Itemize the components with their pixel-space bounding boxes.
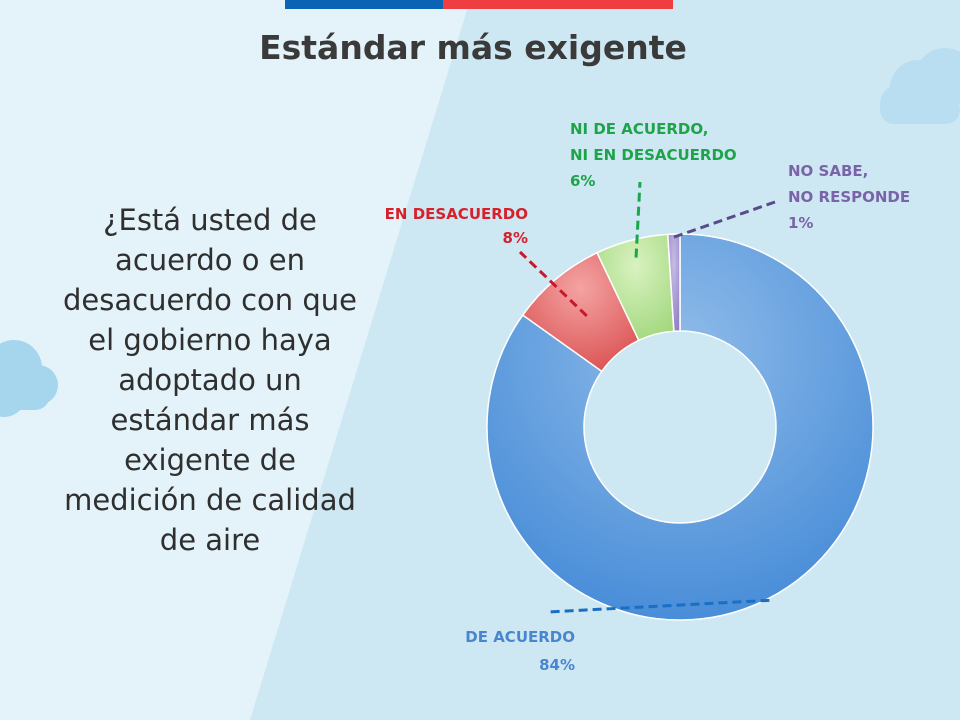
leader-line-en-desacuerdo <box>518 250 588 318</box>
value-label: 6% <box>570 172 595 190</box>
value-label: 8% <box>503 229 528 247</box>
category-label: NI EN DESACUERDO <box>570 146 737 164</box>
slice-no-sabe-no-responde <box>666 233 681 332</box>
category-label: NO RESPONDE <box>788 188 910 206</box>
leader-line-ni-de-acuerdo-ni-en-desacuerdo <box>634 181 642 258</box>
category-label: NO SABE, <box>788 162 868 180</box>
leader-line-de-acuerdo <box>547 598 770 614</box>
cloud-left-decoration <box>0 340 58 417</box>
donut-chart <box>486 233 874 621</box>
slide-title: Estándar más exigente <box>259 28 687 67</box>
slice-labels: DE ACUERDO 84% EN DESACUERDO 8% NI DE ACUERD… <box>385 120 910 674</box>
slice-de-acuerdo <box>486 233 874 621</box>
leader-line-no-sabe-no-responde <box>673 200 776 239</box>
flag-bar-blue <box>285 0 443 9</box>
flag-bar-red <box>443 0 673 9</box>
survey-question: ¿Está usted de acuerdo o en desacuerdo c… <box>63 203 357 557</box>
category-label: NI DE ACUERDO, <box>570 120 708 138</box>
value-label: 84% <box>539 656 575 674</box>
label-en-desacuerdo: EN DESACUERDO 8% <box>385 205 528 247</box>
label-ni-de-acuerdo-ni-en-desacuerdo: NI DE ACUERDO, NI EN DESACUERDO 6% <box>570 120 737 190</box>
category-label: EN DESACUERDO <box>385 205 528 223</box>
leader-lines <box>518 181 776 614</box>
cloud-right-decoration <box>880 48 960 124</box>
label-no-sabe-no-responde: NO SABE, NO RESPONDE 1% <box>788 162 910 232</box>
category-label: DE ACUERDO <box>465 628 575 646</box>
background-light-band <box>0 0 470 720</box>
label-de-acuerdo: DE ACUERDO 84% <box>465 628 575 674</box>
value-label: 1% <box>788 214 813 232</box>
